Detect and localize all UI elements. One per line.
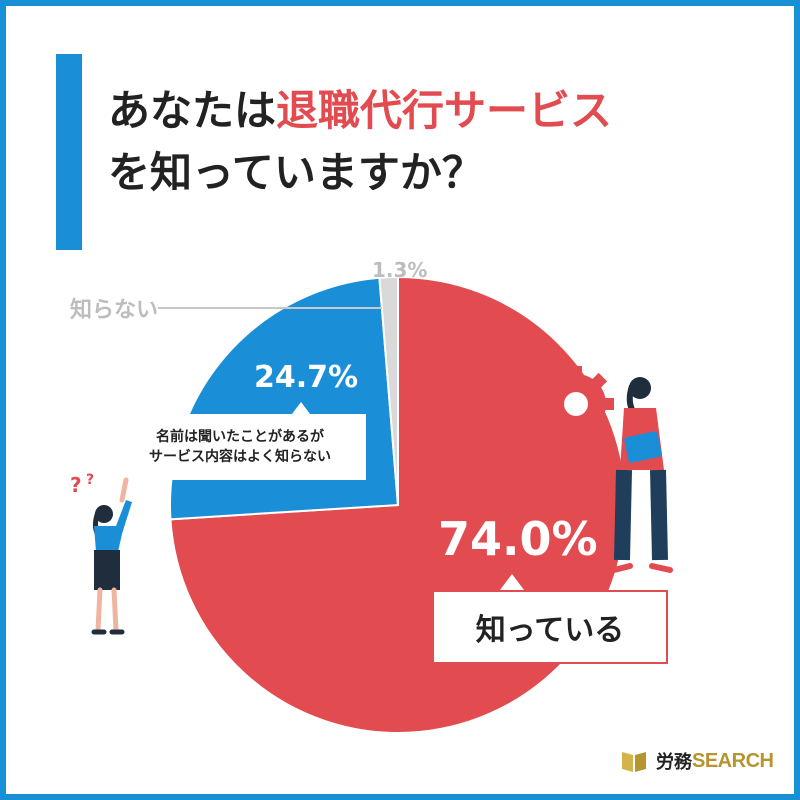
confused-woman-illustration: ? ?: [70, 472, 132, 635]
title-accent: 退職代行サービス: [276, 86, 613, 135]
title-line-2: を知っていますか？: [108, 148, 484, 197]
label-box-know: 知っている: [432, 590, 668, 664]
slice-pct-know: 74.0%: [438, 512, 598, 566]
slice-pct-name-only: 24.7%: [254, 360, 359, 395]
book-icon: [622, 752, 646, 772]
chart-title: あなたは退職代行サービス を知っていますか？: [108, 80, 612, 204]
title-accent-bar: [56, 54, 82, 250]
presenter-woman-illustration: [540, 366, 673, 573]
title-line-1: あなたは退職代行サービス: [108, 80, 612, 142]
name-box-pointer: [292, 402, 310, 414]
svg-text:?: ?: [86, 472, 94, 488]
logo-jp: 労務: [656, 752, 692, 773]
title-pre: あなたは: [108, 86, 277, 135]
slice-pct-not-know: 1.3%: [372, 258, 428, 282]
gear-icon: [540, 366, 614, 442]
question-mark-icon: ? ?: [70, 472, 94, 497]
label-not-know: 知らない: [70, 298, 159, 323]
brand-logo: 労務 SEARCH: [620, 746, 774, 776]
pie-slice-not-know: [378, 275, 399, 506]
logo-en: SEARCH: [692, 749, 774, 772]
label-box-name-only: 名前は聞いたことがあるが サービス内容はよく知らない: [114, 414, 366, 480]
svg-text:?: ?: [70, 473, 82, 497]
name-label-line-1: 名前は聞いたことがあるが: [156, 429, 324, 445]
leader-line: [158, 307, 382, 309]
name-label-line-2: サービス内容はよく知らない: [149, 449, 331, 465]
pie-slice-name-only: [169, 276, 400, 521]
know-box-pointer: [500, 574, 524, 590]
